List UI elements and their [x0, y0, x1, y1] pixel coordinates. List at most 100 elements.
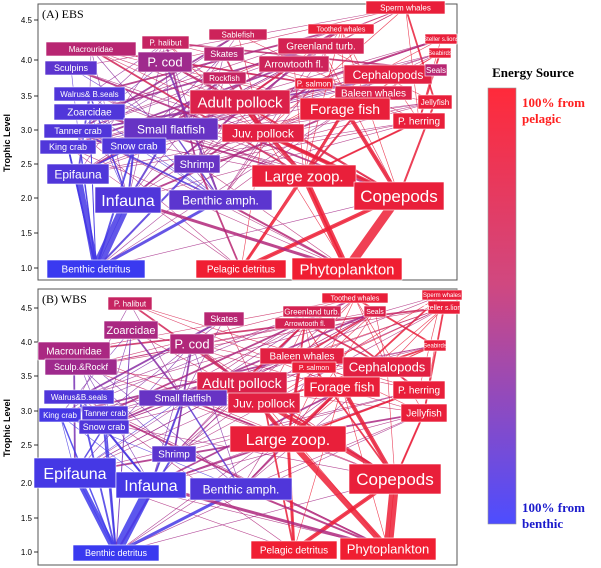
node-label: Adult pollock — [202, 375, 282, 391]
trophic-link — [320, 45, 400, 197]
legend-title: Energy Source — [492, 65, 574, 80]
node-label: Forage fish — [309, 380, 374, 395]
trophic-link — [150, 397, 184, 486]
node-box — [43, 389, 115, 405]
y-axis-title-panel-b: Trophic Level — [2, 399, 12, 457]
node-box — [44, 358, 118, 376]
node-walrus-b-seals: Walrus& B.seals — [53, 86, 126, 102]
node-benthic-amph: Benthic amph. — [189, 477, 293, 501]
trophic-link — [263, 294, 443, 404]
y-tick-label: 3.5 — [21, 92, 33, 101]
node-box — [363, 305, 387, 318]
node-label: King crab — [49, 142, 87, 152]
node-forage-fish: Forage fish — [299, 97, 391, 121]
node-benthic-detritus: Benthic detritus — [72, 544, 160, 562]
node-box — [348, 463, 442, 495]
node-seals: Seals — [363, 305, 387, 318]
node-baleen-whales: Baleen whales — [259, 347, 345, 365]
node-toothed-whales: Toothed whales — [321, 292, 389, 304]
node-box — [203, 311, 245, 327]
panel-title: (A) EBS — [42, 7, 84, 21]
node-box — [294, 77, 334, 90]
node-label: Seabirds — [423, 344, 447, 350]
node-box — [424, 63, 448, 77]
node-box — [250, 540, 338, 560]
node-label: Pelagic detritus — [207, 265, 275, 276]
y-tick-label: 2.5 — [21, 441, 33, 450]
node-label: Large zoop. — [264, 168, 343, 185]
legend-bottom-label-line2: benthic — [522, 516, 563, 531]
node-sculp-rockf: Sculp.&Rockf — [44, 358, 118, 376]
node-label: Pelagic detritus — [260, 546, 328, 557]
node-label: Tanner crab — [54, 126, 102, 136]
node-label: Copepods — [360, 187, 438, 206]
node-label: Greenland turb. — [286, 42, 356, 53]
node-box — [392, 112, 446, 130]
node-box — [203, 46, 245, 62]
node-phytoplankton: Phytoplankton — [339, 537, 437, 561]
node-zoarcidae: Zoarcidae — [103, 320, 159, 340]
trophic-link — [103, 310, 376, 428]
y-tick-label: 2.0 — [21, 479, 33, 488]
node-box — [417, 94, 453, 110]
node-forage-fish: Forage fish — [303, 376, 381, 398]
node-label: Steller s.lions — [423, 37, 459, 43]
node-box — [400, 403, 448, 423]
node-label: Copepods — [356, 470, 434, 489]
node-box — [427, 300, 461, 315]
trophic-link — [127, 120, 420, 201]
node-tanner-crab: Tanner crab — [81, 405, 129, 421]
node-label: Arrowtooth fl. — [265, 60, 324, 71]
node-box — [251, 164, 357, 188]
y-axis-title-panel-a: Trophic Level — [2, 114, 12, 172]
node-seabirds: Seabirds — [428, 47, 452, 59]
trophic-link — [191, 343, 242, 490]
node-sperm-whales: Sperm whales — [421, 289, 463, 301]
node-box — [137, 51, 193, 73]
node-large-zoop: Large zoop. — [229, 425, 347, 453]
node-box — [229, 425, 347, 453]
node-snow-crab: Snow crab — [78, 419, 130, 435]
node-label: Zoarcidae — [67, 108, 112, 119]
node-box — [189, 89, 291, 115]
node-label: Benthic amph. — [182, 193, 259, 207]
node-box — [173, 154, 221, 174]
node-walrus-b-seals: Walrus&B.seals — [43, 389, 115, 405]
node-copepods: Copepods — [353, 181, 445, 211]
node-pelagic-detritus: Pelagic detritus — [250, 540, 338, 560]
y-tick-label: 2.5 — [21, 160, 33, 169]
node-p-salmon: P. salmon — [291, 361, 337, 374]
node-label: Baleen whales — [341, 89, 406, 100]
node-label: P. cod — [147, 55, 182, 70]
trophic-link — [77, 120, 420, 175]
trophic-link — [239, 175, 306, 270]
trophic-link — [73, 350, 396, 480]
node-box — [107, 296, 153, 311]
node-label: Cephalopods — [353, 68, 424, 82]
node-small-flatfish: Small flatfish — [123, 117, 219, 141]
legend-colorbar — [487, 87, 517, 525]
node-label: Adult pollock — [197, 94, 283, 111]
node-label: Skates — [210, 49, 238, 59]
trophic-link — [59, 355, 303, 416]
node-label: Infauna — [124, 478, 177, 495]
node-box — [72, 544, 160, 562]
y-tick-label: 1.0 — [21, 264, 33, 273]
node-label: Benthic detritus — [85, 548, 148, 558]
trophic-link — [423, 345, 436, 414]
node-label: Infauna — [101, 193, 154, 210]
node-seabirds: Seabirds — [423, 339, 447, 352]
node-label: Epifauna — [43, 466, 106, 483]
node-label: Sperm whales — [423, 293, 461, 299]
trophic-link — [115, 329, 132, 554]
panel-b: 4.5 4.0 3.5 3.0 2.5 2.0 1.5 1.0 P. halibut Toothe… — [21, 288, 465, 566]
node-box — [202, 71, 247, 85]
node-seals: Seals — [424, 63, 448, 77]
node-box — [43, 123, 113, 139]
panel-a: 4.5 4.0 3.5 3.0 2.5 2.0 1.5 1.0 Sperm whales P. h… — [21, 0, 459, 281]
node-box — [307, 23, 375, 35]
node-label: Walrus&B.seals — [51, 393, 107, 402]
legend-bottom-label-line1: 100% from — [522, 500, 585, 515]
node-label: Shrimp — [158, 450, 190, 461]
node-skates: Skates — [203, 311, 245, 327]
